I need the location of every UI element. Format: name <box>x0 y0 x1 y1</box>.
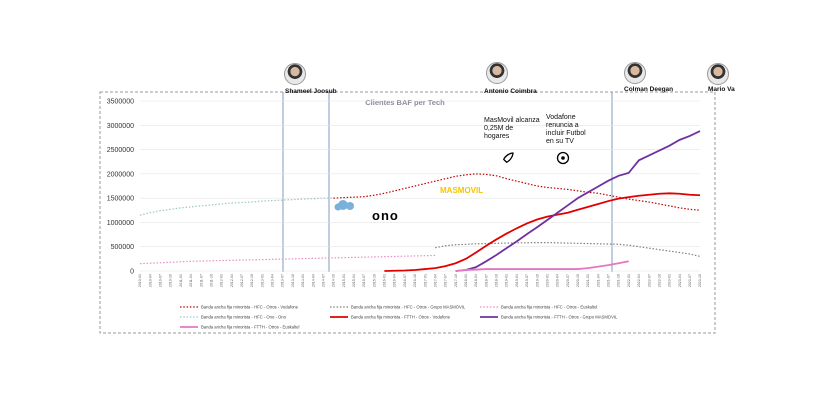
x-tick-label: 2020-04 <box>556 274 560 287</box>
person-name: Antonio Coimbra <box>484 88 537 95</box>
x-tick-label: 2013-07 <box>281 274 285 287</box>
x-tick-label: 2017-04 <box>433 274 437 287</box>
x-tick-label: 2015-07 <box>362 274 366 287</box>
person-name: Shameel Joosub <box>285 88 337 95</box>
x-tick-label: 2013-10 <box>291 274 295 287</box>
ball-icon <box>556 151 570 165</box>
x-tick-label: 2019-01 <box>505 274 509 287</box>
x-tick-label: 2020-07 <box>566 274 570 287</box>
x-tick-label: 2010-07 <box>159 274 163 287</box>
person-name: Mario Va <box>708 86 735 93</box>
logo-ono: ono <box>372 208 399 223</box>
x-tick-label: 2011-07 <box>199 274 203 287</box>
annotation: Vodafone renuncia a incluir Futbol en su… <box>546 114 586 145</box>
annotation: MasMovil alcanza 0,25M de hogares <box>484 117 540 140</box>
x-tick-label: 2018-01 <box>464 274 468 287</box>
x-tick-label: 2022-01 <box>627 274 631 287</box>
x-tick-label: 2016-01 <box>383 274 387 287</box>
x-tick-label: 2023-07 <box>688 274 692 287</box>
x-tick-label: 2014-04 <box>311 274 315 287</box>
logo-blue <box>334 200 354 211</box>
x-tick-label: 2021-10 <box>617 274 621 287</box>
x-tick-label: 2018-10 <box>495 274 499 287</box>
series-line <box>384 192 701 272</box>
x-tick-label: 2013-04 <box>271 274 275 287</box>
series-line <box>139 254 436 265</box>
x-tick-label: 2015-04 <box>352 274 356 287</box>
x-tick-label: 2019-10 <box>535 274 539 287</box>
x-tick-label: 2021-04 <box>596 274 600 287</box>
x-tick-label: 2023-10 <box>698 274 702 287</box>
x-tick-label: 2010-10 <box>169 274 173 287</box>
series-line <box>455 130 701 272</box>
x-tick-label: 2018-04 <box>474 274 478 287</box>
avatar <box>707 63 729 85</box>
y-tick-label: 3000000 <box>107 123 134 130</box>
avatar <box>624 62 646 84</box>
x-tick-label: 2017-07 <box>444 274 448 287</box>
x-tick-label: 2022-04 <box>637 274 641 287</box>
chart-frame <box>99 91 716 334</box>
x-tick-label: 2015-01 <box>342 274 346 287</box>
x-tick-label: 2011-01 <box>179 274 183 287</box>
x-tick-label: 2012-07 <box>240 274 244 287</box>
x-tick-label: 2012-04 <box>230 274 234 287</box>
x-tick-label: 2019-07 <box>525 274 529 287</box>
legend-label: Banda ancha fija minorista - FTTH - Otro… <box>501 315 618 320</box>
x-tick-label: 2023-01 <box>668 274 672 287</box>
series-line <box>333 173 701 211</box>
series-line <box>435 241 701 258</box>
x-tick-label: 2014-10 <box>332 274 336 287</box>
x-tick-label: 2010-04 <box>148 274 152 287</box>
x-tick-label: 2014-07 <box>321 274 325 287</box>
x-tick-label: 2021-07 <box>607 274 611 287</box>
legend-label: Banda ancha fija minorista - HFC - Otros… <box>201 305 299 310</box>
x-tick-label: 2011-04 <box>189 274 193 287</box>
avatar <box>486 62 508 84</box>
x-tick-label: 2015-10 <box>372 274 376 287</box>
x-tick-label: 2014-01 <box>301 274 305 287</box>
avatar <box>284 63 306 85</box>
x-tick-label: 2010-01 <box>138 274 142 287</box>
y-tick-label: 3500000 <box>107 99 134 106</box>
rocket-icon <box>503 152 514 163</box>
x-tick-label: 2022-10 <box>657 274 661 287</box>
y-tick-label: 0 <box>130 269 134 276</box>
y-tick-label: 500000 <box>111 244 134 251</box>
y-tick-label: 2000000 <box>107 171 134 178</box>
x-tick-label: 2023-04 <box>678 274 682 287</box>
logo-masmovil: MASMOVIL <box>440 186 483 195</box>
x-tick-label: 2016-10 <box>413 274 417 287</box>
x-tick-label: 2012-01 <box>220 274 224 287</box>
person-name: Colman Deegan <box>624 86 674 93</box>
x-tick-label: 2022-07 <box>647 274 651 287</box>
x-tick-label: 2016-07 <box>403 274 407 287</box>
y-tick-label: 1000000 <box>107 220 134 227</box>
x-tick-label: 2016-04 <box>393 274 397 287</box>
y-tick-label: 1500000 <box>107 196 134 203</box>
legend-label: Banda ancha fija minorista - HFC - Otros… <box>351 305 466 310</box>
legend-label: Banda ancha fija minorista - FTTH - Otro… <box>201 325 300 330</box>
y-tick-label: 2500000 <box>107 147 134 154</box>
legend-label: Banda ancha fija minorista - FTTH - Otro… <box>351 315 451 320</box>
legend-label: Banda ancha fija minorista - HFC - Otros… <box>501 305 597 310</box>
x-tick-label: 2019-04 <box>515 274 519 287</box>
x-tick-label: 2011-10 <box>209 274 213 287</box>
series-line <box>455 260 629 272</box>
series-line <box>139 197 334 216</box>
x-tick-label: 2018-07 <box>484 274 488 287</box>
x-tick-label: 2020-10 <box>576 274 580 287</box>
legend-label: Banda ancha fija minorista - HFC - Ono -… <box>201 315 287 320</box>
x-tick-label: 2021-01 <box>586 274 590 287</box>
chart-title: Clientes BAF per Tech <box>365 98 445 107</box>
x-tick-label: 2020-01 <box>545 274 549 287</box>
x-tick-label: 2017-01 <box>423 274 427 287</box>
x-tick-label: 2012-10 <box>250 274 254 287</box>
x-tick-label: 2017-10 <box>454 274 458 287</box>
x-tick-label: 2013-01 <box>260 274 264 287</box>
